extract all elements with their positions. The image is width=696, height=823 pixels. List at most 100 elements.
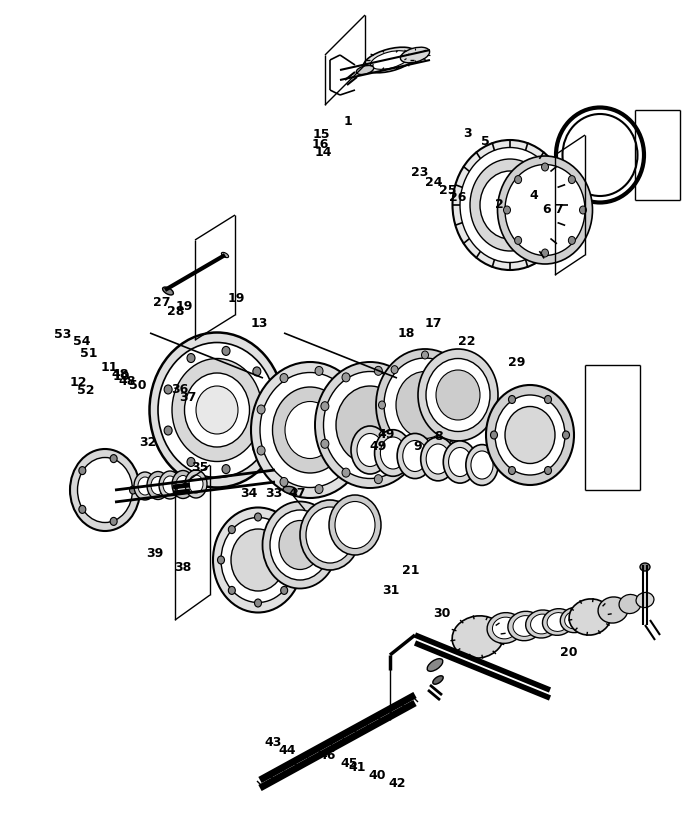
Ellipse shape xyxy=(335,501,375,548)
Ellipse shape xyxy=(251,362,369,498)
Ellipse shape xyxy=(346,464,354,473)
Ellipse shape xyxy=(221,253,228,258)
Text: 34: 34 xyxy=(240,487,257,500)
Ellipse shape xyxy=(363,47,417,72)
Ellipse shape xyxy=(640,563,650,571)
Ellipse shape xyxy=(324,371,416,478)
Ellipse shape xyxy=(569,236,576,244)
Ellipse shape xyxy=(636,593,654,607)
Text: 44: 44 xyxy=(278,744,296,757)
Ellipse shape xyxy=(163,287,173,295)
Text: 11: 11 xyxy=(100,361,118,374)
Ellipse shape xyxy=(426,444,450,474)
Ellipse shape xyxy=(172,359,262,462)
Ellipse shape xyxy=(569,175,576,184)
Ellipse shape xyxy=(342,468,350,477)
Ellipse shape xyxy=(619,594,641,614)
Ellipse shape xyxy=(189,475,203,493)
Ellipse shape xyxy=(436,370,480,420)
Text: 42: 42 xyxy=(388,777,406,790)
Text: 38: 38 xyxy=(175,561,191,574)
Ellipse shape xyxy=(172,471,194,499)
Ellipse shape xyxy=(176,476,190,494)
Ellipse shape xyxy=(315,485,323,494)
Ellipse shape xyxy=(418,349,498,441)
Text: 3: 3 xyxy=(464,127,472,140)
Ellipse shape xyxy=(279,520,321,570)
Ellipse shape xyxy=(562,114,638,196)
Text: 26: 26 xyxy=(450,191,466,204)
Ellipse shape xyxy=(134,472,156,500)
Ellipse shape xyxy=(255,599,262,607)
Ellipse shape xyxy=(580,206,587,214)
Ellipse shape xyxy=(187,354,195,363)
Text: 30: 30 xyxy=(434,607,450,620)
Ellipse shape xyxy=(381,437,406,469)
Ellipse shape xyxy=(257,405,265,414)
Ellipse shape xyxy=(396,371,454,439)
Ellipse shape xyxy=(397,434,433,478)
Ellipse shape xyxy=(260,373,360,487)
Text: 5: 5 xyxy=(482,135,490,148)
Ellipse shape xyxy=(480,171,540,239)
Ellipse shape xyxy=(285,402,335,458)
Ellipse shape xyxy=(315,362,425,488)
Ellipse shape xyxy=(569,599,611,635)
Ellipse shape xyxy=(321,439,329,449)
Text: 13: 13 xyxy=(251,317,268,330)
Ellipse shape xyxy=(336,386,404,464)
Ellipse shape xyxy=(79,467,86,475)
Text: 48: 48 xyxy=(119,374,136,388)
Ellipse shape xyxy=(379,401,386,409)
Ellipse shape xyxy=(321,402,329,411)
Ellipse shape xyxy=(300,500,360,570)
Ellipse shape xyxy=(384,358,466,452)
Ellipse shape xyxy=(222,346,230,356)
Ellipse shape xyxy=(544,467,551,475)
Text: 31: 31 xyxy=(383,584,400,597)
Text: 4: 4 xyxy=(530,188,538,202)
Ellipse shape xyxy=(351,426,389,474)
Ellipse shape xyxy=(452,140,567,270)
Text: 27: 27 xyxy=(152,296,171,309)
Text: 16: 16 xyxy=(312,137,329,151)
Ellipse shape xyxy=(228,526,235,533)
Text: 9: 9 xyxy=(413,440,422,453)
Ellipse shape xyxy=(253,444,261,453)
Ellipse shape xyxy=(164,426,172,435)
Ellipse shape xyxy=(213,508,303,612)
Ellipse shape xyxy=(503,206,510,214)
Ellipse shape xyxy=(273,387,347,473)
Ellipse shape xyxy=(151,477,165,495)
Ellipse shape xyxy=(509,396,516,403)
Ellipse shape xyxy=(138,477,152,495)
Text: 8: 8 xyxy=(434,430,443,443)
Text: 25: 25 xyxy=(438,184,457,198)
Ellipse shape xyxy=(129,486,136,494)
Ellipse shape xyxy=(222,465,230,473)
Ellipse shape xyxy=(255,513,262,521)
Ellipse shape xyxy=(448,448,471,477)
Ellipse shape xyxy=(184,373,249,447)
Ellipse shape xyxy=(228,587,235,594)
Ellipse shape xyxy=(542,609,574,635)
Ellipse shape xyxy=(491,431,498,439)
Ellipse shape xyxy=(185,470,207,498)
Ellipse shape xyxy=(280,526,287,533)
Ellipse shape xyxy=(471,451,493,479)
Ellipse shape xyxy=(598,597,628,623)
Text: 24: 24 xyxy=(425,176,443,189)
Ellipse shape xyxy=(253,367,261,376)
Ellipse shape xyxy=(403,385,411,394)
Ellipse shape xyxy=(391,436,398,444)
Ellipse shape xyxy=(541,249,548,257)
Text: 50: 50 xyxy=(129,379,147,392)
Ellipse shape xyxy=(525,610,558,638)
Ellipse shape xyxy=(513,616,537,636)
Ellipse shape xyxy=(158,342,276,477)
Ellipse shape xyxy=(150,332,285,487)
Ellipse shape xyxy=(443,441,477,483)
Text: 45: 45 xyxy=(340,757,358,770)
Ellipse shape xyxy=(196,386,238,434)
Text: 35: 35 xyxy=(191,461,208,474)
